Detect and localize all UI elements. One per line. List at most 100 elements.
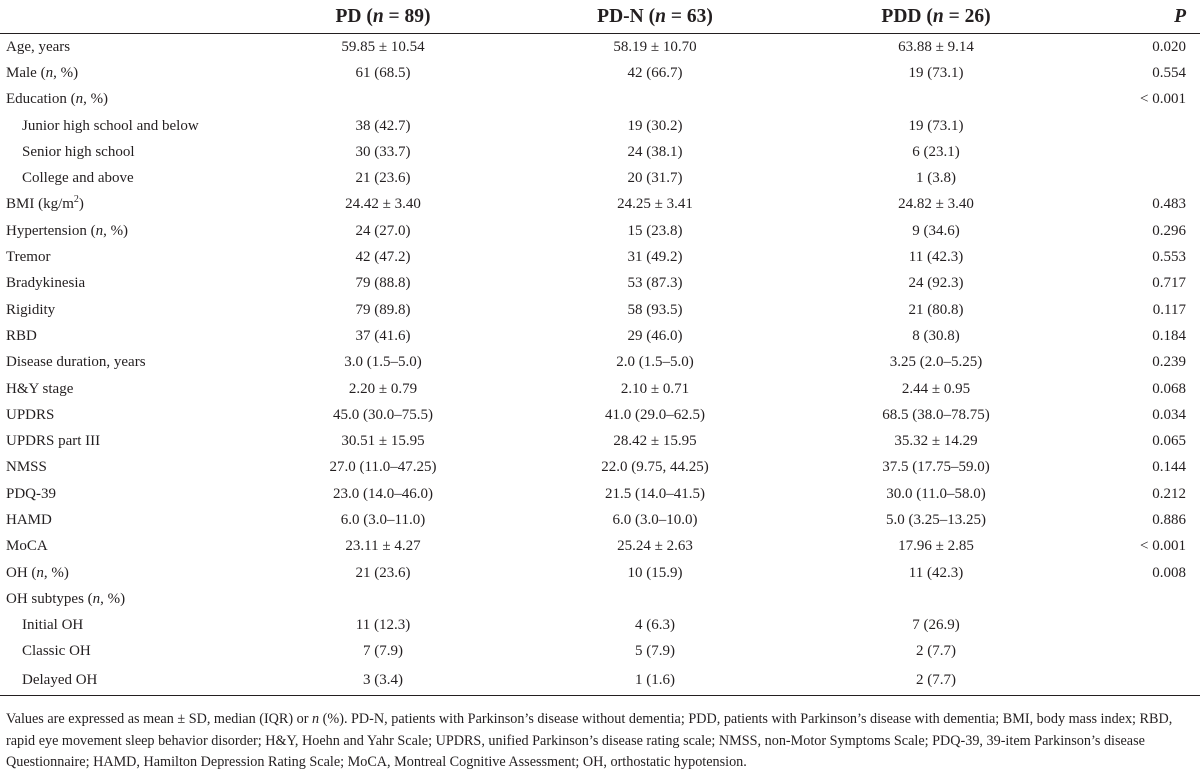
cell-pd: 2.20 ± 0.79 <box>348 380 418 397</box>
header-label-column <box>0 0 260 34</box>
header-p-value: P <box>1068 0 1200 34</box>
cell-p-value: 0.886 <box>1152 511 1186 528</box>
cell-pd: 21 (23.6) <box>355 170 411 187</box>
row-label: BMI (kg/m2) <box>6 194 84 213</box>
cell-pdd: 19 (73.1) <box>908 117 964 134</box>
row-label: RBD <box>6 327 37 344</box>
row-label: Rigidity <box>6 301 56 318</box>
cell-p-value: 0.554 <box>1152 64 1186 81</box>
cell-pd-n: 19 (30.2) <box>627 117 683 134</box>
row-label: Hypertension (n, %) <box>6 222 129 239</box>
cell-p-value <box>1068 665 1200 697</box>
cell-pdd: 2 (7.7) <box>804 665 1068 697</box>
cell-p-value: < 0.001 <box>1140 538 1186 555</box>
cell-pdd: 5.0 (3.25–13.25) <box>886 511 986 528</box>
table-row: Disease duration, years 3.0 (1.5–5.0) 2.0 … <box>0 350 1200 376</box>
cell-pd-n: 41.0 (29.0–62.5) <box>605 406 705 423</box>
cell-p-value: 0.008 <box>1152 564 1186 581</box>
cell-pd: 61 (68.5) <box>355 64 411 81</box>
cell-p-value: 0.717 <box>1152 275 1186 292</box>
cell-pd-n: 31 (49.2) <box>627 249 683 266</box>
cell-pd <box>260 586 506 612</box>
cell-p-value <box>1068 639 1200 665</box>
table-row: College and above 21 (23.6) 20 (31.7) 1 (3.… <box>0 165 1200 191</box>
cell-pd: 6.0 (3.0–11.0) <box>340 511 426 528</box>
table-row: OH subtypes (n, %) <box>0 586 1200 612</box>
cell-pdd: 11 (42.3) <box>908 249 964 266</box>
cell-pd-n: 20 (31.7) <box>627 170 683 187</box>
cell-pd-n: 24.25 ± 3.41 <box>617 196 693 213</box>
row-label: H&Y stage <box>6 380 74 397</box>
cell-pd: 59.85 ± 10.54 <box>341 38 425 55</box>
cell-pd <box>260 87 506 113</box>
table-row: UPDRS 45.0 (30.0–75.5) 41.0 (29.0–62.5) 68.… <box>0 402 1200 428</box>
header-pd-n-group: PD-N (n = 63) <box>506 0 804 34</box>
table-row: Rigidity 79 (89.8) 58 (93.5) 21 (80.8) 0.117 <box>0 297 1200 323</box>
cell-pdd: 9 (34.6) <box>912 222 960 239</box>
cell-p-value: 0.020 <box>1152 38 1186 55</box>
cell-pd-n: 22.0 (9.75, 44.25) <box>601 459 709 476</box>
cell-pd: 37 (41.6) <box>355 327 411 344</box>
table-row: NMSS 27.0 (11.0–47.25) 22.0 (9.75, 44.25) 3… <box>0 455 1200 481</box>
cell-pd-n: 2.10 ± 0.71 <box>620 380 690 397</box>
characteristics-table: PD (n = 89) PD-N (n = 63) PDD (n = 26) P… <box>0 0 1200 697</box>
cell-pd: 42 (47.2) <box>355 249 411 266</box>
table-row: BMI (kg/m2) 24.42 ± 3.40 24.25 ± 3.41 24.82… <box>0 192 1200 218</box>
row-label: Junior high school and below <box>22 117 199 134</box>
table-row: Classic OH 7 (7.9) 5 (7.9) 2 (7.7) <box>0 639 1200 665</box>
cell-p-value <box>1068 586 1200 612</box>
cell-p-value: 0.553 <box>1152 249 1186 266</box>
cell-p-value <box>1068 113 1200 139</box>
cell-pd-n <box>506 586 804 612</box>
cell-pd: 30.51 ± 15.95 <box>341 433 425 450</box>
cell-pdd: 3.25 (2.0–5.25) <box>889 354 983 371</box>
cell-pd: 21 (23.6) <box>355 564 411 581</box>
table-row: OH (n, %) 21 (23.6) 10 (15.9) 11 (42.3) 0.00… <box>0 560 1200 586</box>
cell-p-value: 0.068 <box>1152 380 1186 397</box>
row-label: Delayed OH <box>0 665 260 697</box>
header-pd-name: PD <box>335 5 362 27</box>
cell-p-value <box>1068 165 1200 191</box>
cell-pd-n: 29 (46.0) <box>627 327 683 344</box>
cell-pd-n: 58 (93.5) <box>627 301 683 318</box>
cell-pd-n: 6.0 (3.0–10.0) <box>612 511 698 528</box>
table-row: Education (n, %) < 0.001 <box>0 87 1200 113</box>
table-row: HAMD 6.0 (3.0–11.0) 6.0 (3.0–10.0) 5.0 (3.2… <box>0 507 1200 533</box>
table-footnote: Values are expressed as mean ± SD, media… <box>6 711 1173 770</box>
cell-pd-n: 15 (23.8) <box>627 222 683 239</box>
cell-pdd <box>804 87 1068 113</box>
cell-pdd: 30.0 (11.0–58.0) <box>886 485 986 502</box>
cell-p-value: 0.117 <box>1152 301 1186 318</box>
row-label: OH (n, %) <box>6 564 69 581</box>
cell-pd: 38 (42.7) <box>355 117 411 134</box>
row-label: PDQ-39 <box>6 485 57 502</box>
cell-pd: 11 (12.3) <box>355 617 411 634</box>
row-label: Disease duration, years <box>6 354 146 371</box>
cell-pdd: 37.5 (17.75–59.0) <box>882 459 990 476</box>
table-body: Age, years 59.85 ± 10.54 58.19 ± 10.70 63.8… <box>0 34 1200 697</box>
table-row: Junior high school and below 38 (42.7) 19 … <box>0 113 1200 139</box>
cell-pdd: 17.96 ± 2.85 <box>898 538 974 555</box>
row-label: Bradykinesia <box>6 275 86 292</box>
cell-p-value: 0.483 <box>1152 196 1186 213</box>
cell-pd-n: 42 (66.7) <box>627 64 683 81</box>
header-pdn-n-symbol: n <box>655 5 666 27</box>
row-label: UPDRS <box>6 406 55 423</box>
row-label: MoCA <box>6 538 48 555</box>
header-pdd-name: PDD <box>881 5 922 27</box>
cell-pd: 24.42 ± 3.40 <box>345 196 421 213</box>
cell-pdd: 24.82 ± 3.40 <box>898 196 974 213</box>
cell-p-value: 0.239 <box>1152 354 1186 371</box>
cell-p-value: 0.144 <box>1152 459 1186 476</box>
cell-pdd: 11 (42.3) <box>908 564 964 581</box>
cell-pdd: 8 (30.8) <box>912 327 960 344</box>
table-row: H&Y stage 2.20 ± 0.79 2.10 ± 0.71 2.44 ± 0.… <box>0 376 1200 402</box>
cell-pd-n: 2.0 (1.5–5.0) <box>616 354 694 371</box>
header-pd-n: 89 <box>404 5 425 27</box>
table-row: Age, years 59.85 ± 10.54 58.19 ± 10.70 63.8… <box>0 34 1200 61</box>
cell-pd-n: 21.5 (14.0–41.5) <box>605 485 705 502</box>
cell-pd: 23.0 (14.0–46.0) <box>333 485 433 502</box>
row-label: HAMD <box>6 511 52 528</box>
cell-pdd: 68.5 (38.0–78.75) <box>882 406 990 423</box>
cell-pdd: 19 (73.1) <box>908 64 964 81</box>
